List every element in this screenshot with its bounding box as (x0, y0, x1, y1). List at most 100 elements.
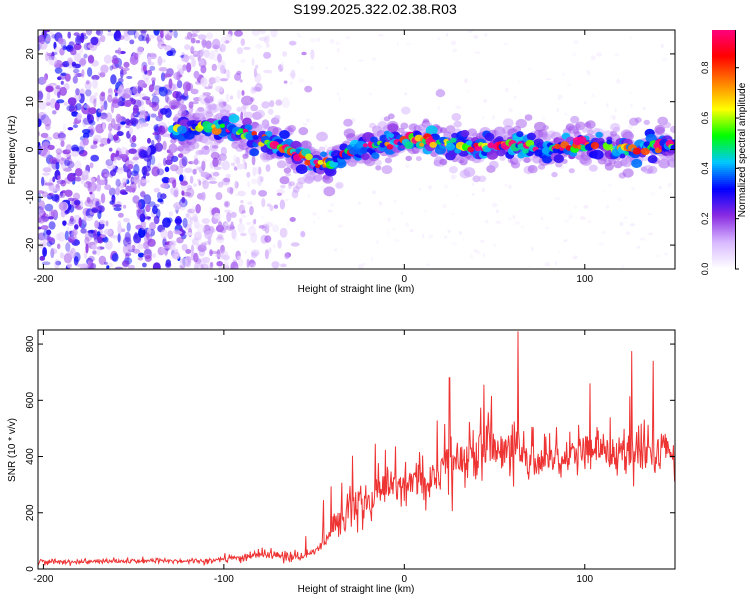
noise-blob (132, 248, 141, 254)
faint-dot (473, 249, 478, 252)
faint-dot (232, 237, 239, 242)
noise-blob (90, 263, 97, 269)
noise-blob (52, 176, 56, 183)
noise-blob (86, 113, 91, 120)
faint-dot (482, 187, 485, 193)
noise-blob (130, 142, 137, 148)
noise-blob (273, 204, 279, 209)
colorbar-cell (712, 55, 735, 59)
noise-blob (283, 80, 288, 84)
ridge-blob (388, 133, 395, 139)
noise-blob (197, 178, 201, 182)
colorbar-cell (712, 185, 735, 188)
noise-blob (269, 100, 275, 108)
noise-blob (258, 190, 268, 197)
noise-blob (89, 120, 96, 126)
noise-blob (47, 144, 55, 151)
noise-blob (117, 167, 124, 171)
noise-blob (57, 132, 66, 139)
noise-blob (158, 125, 166, 135)
noise-blob (64, 189, 73, 197)
noise-blob (38, 43, 41, 51)
noise-blob (277, 239, 282, 249)
faint-dot (647, 212, 652, 216)
colorbar-cell (712, 85, 735, 89)
noise-blob (157, 192, 162, 200)
ridge-blob (516, 131, 524, 138)
colorbar-cell (712, 133, 735, 137)
noise-blob (47, 216, 54, 220)
ridge-blob (625, 132, 634, 140)
colorbar-cell (712, 265, 735, 268)
colorbar-cell (712, 91, 735, 95)
noise-blob (46, 241, 53, 247)
noise-blob (125, 252, 132, 257)
noise-blob (178, 74, 183, 78)
faint-dot (386, 230, 391, 236)
faint-dot (586, 70, 591, 75)
noise-blob (251, 155, 256, 166)
faint-dot (444, 235, 448, 239)
snr-frame (37, 329, 676, 570)
ridge-blob (591, 149, 604, 160)
faint-dot (601, 230, 606, 235)
noise-blob (87, 44, 94, 49)
noise-blob (142, 96, 151, 101)
snr-axes: -200 -100 0 100 0 200 400 600 800 (25, 330, 675, 585)
noise-blob (275, 99, 283, 106)
noise-blob (203, 145, 209, 150)
noise-blob (221, 160, 230, 171)
ridge-blob (266, 148, 274, 155)
noise-blob (48, 56, 58, 66)
ridge-blob (241, 95, 253, 106)
noise-blob (45, 51, 49, 62)
ridge-blob (387, 123, 399, 133)
noise-blob (201, 160, 206, 171)
noise-blob (218, 159, 223, 166)
y-tick-label: 200 (25, 504, 36, 521)
noise-blob (174, 218, 183, 224)
ridge-blob (219, 123, 226, 128)
faint-dot (370, 257, 373, 262)
noise-blob (137, 85, 142, 94)
faint-dot (508, 184, 512, 190)
faint-dot (636, 245, 641, 249)
ridge-blob (425, 125, 438, 136)
colorbar-cell (712, 39, 735, 43)
noise-blob (117, 233, 121, 243)
noise-blob (41, 213, 49, 223)
noise-blob (67, 197, 75, 202)
noise-blob (68, 218, 76, 225)
faint-dot (269, 70, 273, 75)
noise-blob (184, 44, 191, 50)
noise-blob (236, 163, 245, 170)
noise-blob (249, 205, 254, 216)
noise-blob (110, 103, 115, 114)
noise-blob (165, 262, 172, 268)
noise-blob (81, 117, 87, 127)
faint-dot (246, 221, 251, 226)
noise-blob (95, 30, 101, 35)
noise-blob (157, 162, 162, 169)
ridge-blob (362, 143, 368, 148)
colorbar-tick-label: 0.6 (700, 112, 710, 125)
noise-blob (215, 192, 223, 201)
ridge-blob (647, 165, 658, 174)
noise-blob (140, 122, 149, 127)
colorbar-cell (712, 119, 735, 123)
ridge-blob (460, 129, 470, 138)
ridge-blob (242, 153, 249, 159)
faint-dot (240, 58, 246, 64)
noise-blob (251, 249, 260, 253)
noise-blob (48, 221, 56, 230)
noise-blob (70, 150, 79, 157)
ridge-blob (208, 103, 217, 111)
noise-blob (117, 220, 122, 226)
noise-blob (136, 46, 144, 55)
faint-dot (302, 122, 308, 126)
faint-dot (327, 209, 333, 213)
noise-blob (186, 31, 193, 40)
noise-blob (75, 103, 82, 111)
ridge-blob (590, 142, 600, 149)
noise-blob (201, 256, 211, 264)
